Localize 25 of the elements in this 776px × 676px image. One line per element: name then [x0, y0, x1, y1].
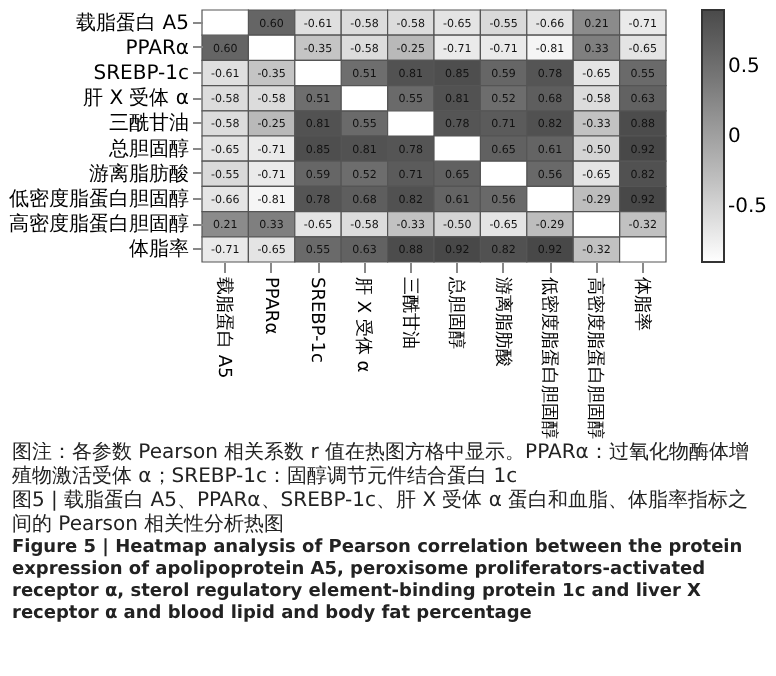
caption: Figure 5 | Heatmap analysis of Pearson correlation between the protein expression of apolipoprotein A5, peroxisome proliferators-activated receptor α, sterol regulatory element-binding protein 1c and liver X receptor α and blood lipid and body fat percentage — [12, 538, 745, 626]
x-tick-label: 高密度脂蛋白胆固醇 — [584, 277, 607, 439]
caption: 图5 | 载脂蛋白 A5、PPARα、SREBP-1c、肝 X 受体 α 蛋白和血脂、体脂率指标之间的 Pearson 相关性分析热图 — [12, 490, 751, 538]
text: 图注：各参数 Pearson 相关系数 r 值在热图方格中显示。PPARα：过氧化物酶体增殖物激活受体 α；SREBP-1c：固醇调节元件结合蛋白 1c — [12, 442, 751, 489]
y-tick-label: 体脂率 — [129, 237, 189, 262]
y-tick-label: PPARα — [125, 37, 190, 60]
y-tick-label: SREBP-1c — [93, 63, 189, 85]
y-tick-label: 总胆固醇 — [107, 136, 189, 161]
color-bar-label: -0.5 — [728, 196, 768, 218]
y-tick-label: 载脂蛋白 A5 — [76, 10, 189, 35]
x-tick-label: 肝 X 受体 α — [352, 277, 375, 373]
x-tick-label: 游离脂肪酸 — [491, 277, 514, 367]
y-tick-label: 肝 X 受体 α — [83, 86, 190, 111]
color-bar-label: 0.5 — [728, 56, 760, 78]
y-tick-label: 低密度脂蛋白胆固醇 — [9, 187, 189, 211]
x-tick-label: SREBP-1c — [306, 277, 326, 364]
color-bar-label: 0 — [728, 126, 741, 148]
x-tick-label: 三酰甘油 — [398, 277, 421, 349]
y-tick-label: 三酰甘油 — [109, 111, 189, 136]
x-tick-label: 低密度脂蛋白胆固醇 — [538, 277, 560, 439]
x-tick-label: 总胆固醇 — [445, 275, 468, 349]
y-tick-label: 高密度脂蛋白胆固醇 — [9, 212, 189, 237]
x-tick-label: PPARα — [259, 277, 280, 335]
x-tick-label: 体脂率 — [630, 277, 653, 331]
y-tick-label: 游离脂肪酸 — [89, 161, 189, 186]
